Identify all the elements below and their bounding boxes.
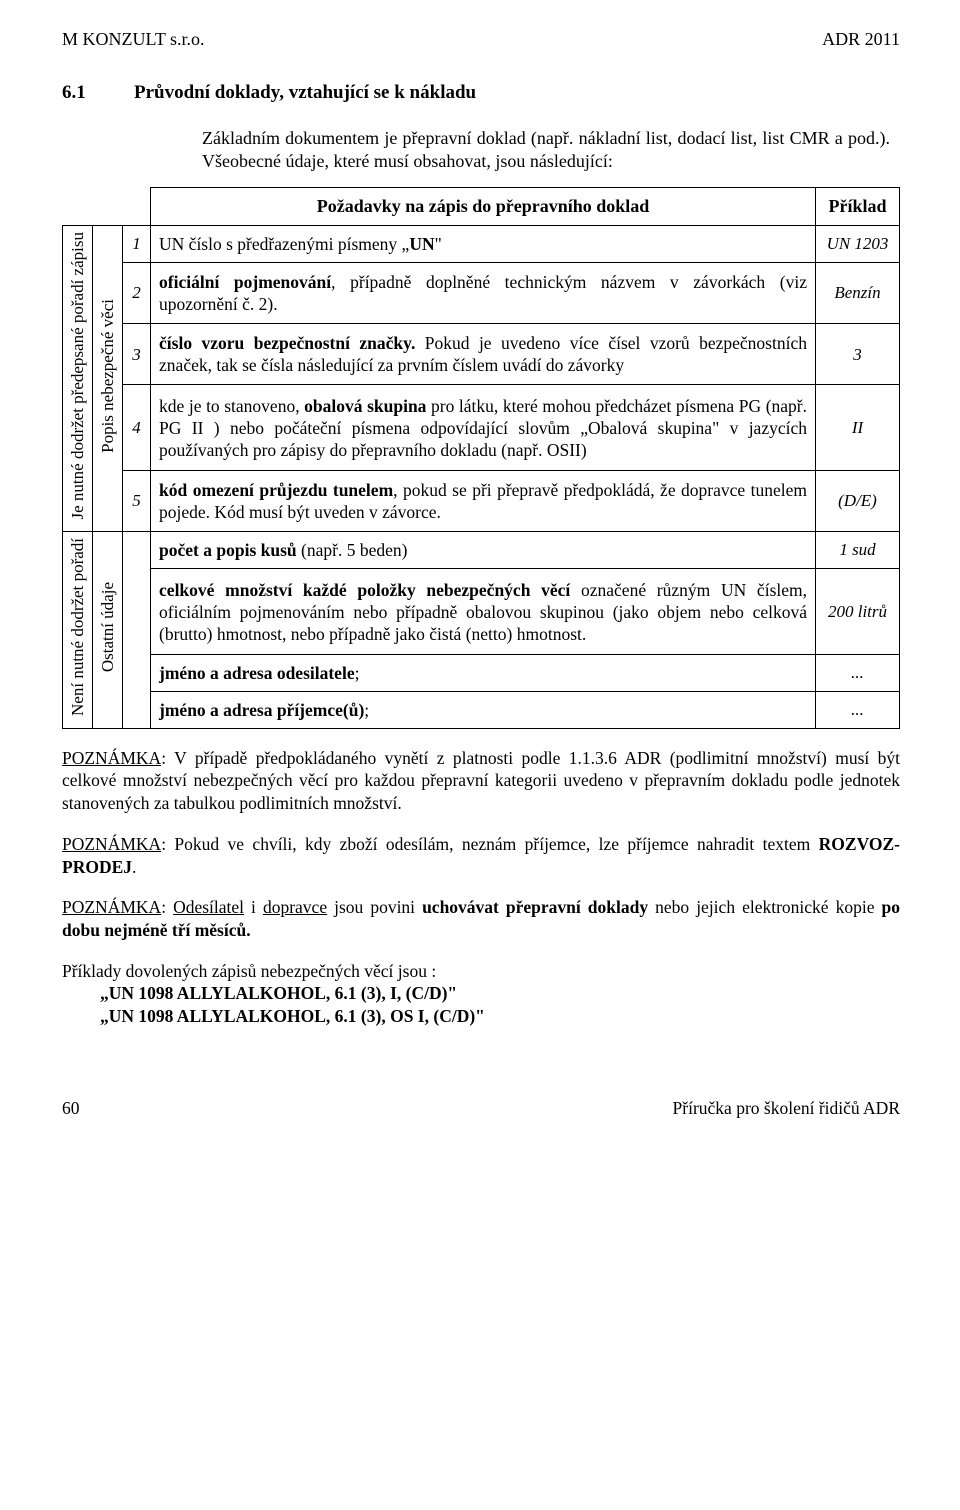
row-desc: UN číslo s předřazenými písmeny „UN": [151, 226, 816, 263]
row-num: 3: [123, 324, 151, 385]
row-num: 4: [123, 385, 151, 471]
examples-title: Příklady dovolených zápisů nebezpečných …: [62, 960, 900, 982]
row-ex: Benzín: [816, 263, 900, 324]
header-left: M KONZULT s.r.o.: [62, 28, 205, 51]
row-desc: celkové množství každé položky nebezpečn…: [151, 569, 816, 655]
requirements-table: Požadavky na zápis do přepravního doklad…: [62, 187, 900, 728]
col-header-main: Požadavky na zápis do přepravního doklad: [151, 188, 816, 226]
row-num: 1: [123, 226, 151, 263]
row-num: 5: [123, 471, 151, 532]
row-desc: počet a popis kusů (např. 5 beden): [151, 532, 816, 569]
row-ex: II: [816, 385, 900, 471]
row-desc: kde je to stanoveno, obalová skupina pro…: [151, 385, 816, 471]
col-header-example: Příklad: [816, 188, 900, 226]
vlabel-other: Ostatní údaje: [97, 576, 119, 678]
page-number: 60: [62, 1097, 80, 1119]
row-desc: jméno a adresa příjemce(ů);: [151, 691, 816, 728]
row-desc: oficiální pojmenování, případně doplněné…: [151, 263, 816, 324]
note-3: POZNÁMKA: Odesílatel i dopravce jsou pov…: [62, 896, 900, 942]
vlabel-order: Je nutné dodržet předepsané pořadí zápis…: [67, 226, 89, 525]
row-num: 2: [123, 263, 151, 324]
row-desc: jméno a adresa odesilatele;: [151, 655, 816, 692]
row-ex: 200 litrů: [816, 569, 900, 655]
note-2: POZNÁMKA: Pokud ve chvíli, kdy zboží ode…: [62, 833, 900, 879]
row-ex: UN 1203: [816, 226, 900, 263]
row-ex: 3: [816, 324, 900, 385]
intro-paragraph: Základním dokumentem je přepravní doklad…: [202, 127, 890, 173]
row-ex: (D/E): [816, 471, 900, 532]
row-desc: číslo vzoru bezpečnostní značky. Pokud j…: [151, 324, 816, 385]
section-title: Průvodní doklady, vztahující se k náklad…: [134, 81, 476, 105]
example-line-1: „UN 1098 ALLYLALKOHOL, 6.1 (3), I, (C/D)…: [100, 983, 457, 1003]
row-ex: ...: [816, 655, 900, 692]
header-right: ADR 2011: [822, 28, 900, 51]
row-desc: kód omezení průjezdu tunelem, pokud se p…: [151, 471, 816, 532]
note-1: POZNÁMKA: V případě předpokládaného vyně…: [62, 747, 900, 815]
section-number: 6.1: [62, 81, 134, 105]
vlabel-noorder: Není nutné dodržet pořadí: [67, 532, 89, 722]
footer-title: Příručka pro školení řidičů ADR: [673, 1097, 900, 1119]
example-line-2: „UN 1098 ALLYLALKOHOL, 6.1 (3), OS I, (C…: [100, 1006, 485, 1026]
row-ex: ...: [816, 691, 900, 728]
vlabel-dangerous: Popis nebezpečné věci: [97, 293, 119, 459]
row-ex: 1 sud: [816, 532, 900, 569]
